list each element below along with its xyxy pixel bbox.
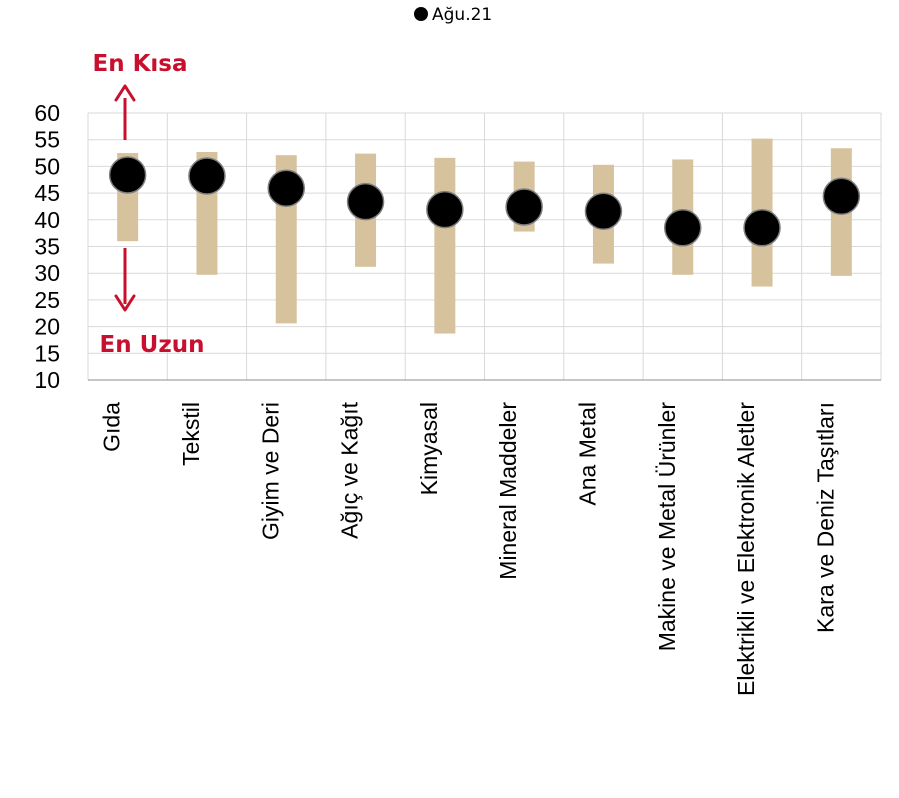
data-point (188, 157, 226, 195)
data-point (743, 209, 781, 247)
data-point (108, 156, 147, 194)
y-tick-label: 60 (34, 100, 60, 126)
category-label: Makine ve Metal Ürünler (654, 402, 680, 652)
data-point (346, 182, 385, 221)
data-point (267, 169, 305, 208)
category-label: Mineral Maddeler (495, 402, 521, 580)
y-tick-label: 55 (34, 127, 60, 153)
data-point (426, 190, 464, 229)
data-point (505, 188, 543, 226)
y-tick-label: 50 (34, 153, 60, 179)
annotation-longest: En Uzun (100, 332, 205, 358)
y-tick-label: 15 (34, 340, 60, 366)
category-label: Tekstil (178, 402, 204, 466)
legend: Ağu.21 (414, 5, 492, 25)
category-label: Giyim ve Deri (257, 402, 283, 540)
y-tick-label: 35 (34, 234, 60, 260)
category-label: Kara ve Deniz Taşıtları (812, 402, 838, 633)
data-point (584, 192, 623, 231)
grid (87, 112, 882, 380)
legend-label: Ağu.21 (432, 5, 492, 25)
category-labels: Gıda Tekstil Giyim ve Deri Ağıç ve Kağıt Kim… (99, 401, 839, 696)
data-point (822, 177, 861, 216)
category-label: Kimyasal (416, 402, 442, 495)
category-label: Gıda (99, 402, 125, 452)
annotations: En Kısa En Uzun (92, 51, 204, 358)
y-tick-label: 25 (34, 287, 60, 313)
y-tick-label: 30 (34, 260, 60, 286)
y-tick-label: 20 (34, 314, 60, 340)
data-points (108, 156, 861, 247)
category-label: Elektrikli ve Elektronik Aletler (733, 402, 759, 696)
range-bar (434, 157, 456, 334)
category-label: Ana Metal (574, 402, 600, 506)
arrow-up-head (114, 84, 136, 102)
y-tick-label: 10 (34, 367, 60, 393)
data-point (664, 209, 702, 247)
y-tick-label: 40 (34, 207, 60, 233)
legend-marker (414, 7, 428, 21)
annotation-shortest: En Kısa (92, 51, 187, 77)
arrow-down-head (114, 294, 136, 312)
y-tick-label: 45 (34, 180, 60, 206)
category-label: Ağıç ve Kağıt (337, 401, 363, 538)
